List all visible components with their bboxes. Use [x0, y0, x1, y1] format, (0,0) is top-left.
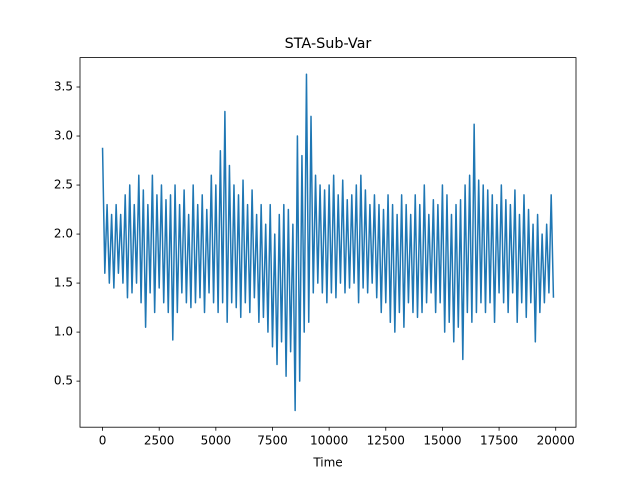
x-axis-label: Time — [312, 456, 342, 470]
y-tick-label: 0.5 — [54, 374, 73, 388]
data-line — [101, 73, 555, 412]
chart-title: STA-Sub-Var — [285, 36, 372, 52]
x-tick-label: 0 — [99, 434, 107, 448]
y-tick-label: 1.0 — [54, 325, 73, 339]
axes-frame — [79, 57, 577, 428]
x-tick-label: 12500 — [367, 434, 405, 448]
x-tick-label: 5000 — [201, 434, 232, 448]
y-tick-label: 2.5 — [54, 178, 73, 192]
y-tick-label: 1.5 — [54, 276, 73, 290]
y-tick-label: 3.0 — [54, 129, 73, 143]
x-tick-label: 7500 — [257, 434, 288, 448]
x-tick-label: 17500 — [480, 434, 518, 448]
x-tick-label: 20000 — [537, 434, 575, 448]
y-tick-label: 3.5 — [54, 80, 73, 94]
y-tick-label: 2.0 — [54, 227, 73, 241]
plot-area — [101, 73, 555, 412]
x-tick-label: 15000 — [423, 434, 461, 448]
x-tick-label: 2500 — [144, 434, 175, 448]
x-tick-label: 10000 — [310, 434, 348, 448]
